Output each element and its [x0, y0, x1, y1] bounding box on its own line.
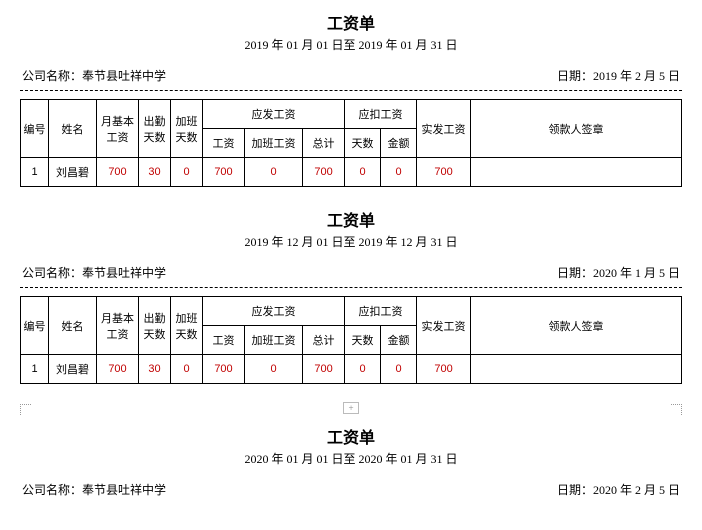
hdr-should-ot: 加班工资: [245, 129, 303, 158]
table-row: 1 刘昌碧 700 30 0 700 0 700 0 0 700: [21, 355, 682, 384]
slip-meta: 公司名称：奉节县吐祥中学 日期：2019 年 2 月 5 日: [20, 67, 682, 84]
date-line: 日期：2020 年 1 月 5 日: [557, 264, 680, 281]
hdr-attend: 出勤天数: [139, 297, 171, 355]
company-prefix: 公司名称：: [22, 483, 82, 497]
hdr-signature: 领款人签章: [471, 297, 682, 355]
date-line: 日期：2020 年 2 月 5 日: [557, 481, 680, 498]
cell-should-wage: 700: [203, 355, 245, 384]
slip-period: 2019 年 12 月 01 日至 2019 年 12 月 31 日: [20, 233, 682, 250]
cell-signature: [471, 355, 682, 384]
cell-attend: 30: [139, 355, 171, 384]
hdr-base: 月基本工资: [97, 297, 139, 355]
date-value: 2019 年 2 月 5 日: [593, 69, 680, 83]
hdr-should-group: 应发工资: [203, 100, 345, 129]
hdr-attend: 出勤天数: [139, 100, 171, 158]
hdr-signature: 领款人签章: [471, 100, 682, 158]
company-prefix: 公司名称：: [22, 266, 82, 280]
company-line: 公司名称：奉节县吐祥中学: [22, 67, 166, 84]
cell-should-ot: 0: [245, 158, 303, 187]
cell-should-wage: 700: [203, 158, 245, 187]
slip-title: 工资单: [20, 207, 682, 231]
cell-signature: [471, 158, 682, 187]
hdr-should-wage: 工资: [203, 326, 245, 355]
hdr-idx: 编号: [21, 297, 49, 355]
company-name: 奉节县吐祥中学: [82, 69, 166, 83]
company-prefix: 公司名称：: [22, 69, 82, 83]
date-prefix: 日期：: [557, 69, 593, 83]
slip-meta: 公司名称：奉节县吐祥中学 日期：2020 年 2 月 5 日: [20, 481, 682, 498]
cell-deduct-amount: 0: [381, 158, 417, 187]
hdr-base: 月基本工资: [97, 100, 139, 158]
company-line: 公司名称：奉节县吐祥中学: [22, 481, 166, 498]
cell-should-ot: 0: [245, 355, 303, 384]
crop-mark-right-icon: [671, 404, 682, 415]
date-line: 日期：2019 年 2 月 5 日: [557, 67, 680, 84]
salary-table: 编号 姓名 月基本工资 出勤天数 加班天数 应发工资 应扣工资 实发工资 领款人…: [20, 99, 682, 187]
company-line: 公司名称：奉节县吐祥中学: [22, 264, 166, 281]
hdr-deduct-days: 天数: [345, 129, 381, 158]
cell-attend: 30: [139, 158, 171, 187]
cell-deduct-amount: 0: [381, 355, 417, 384]
hdr-deduct-group: 应扣工资: [345, 297, 417, 326]
company-name: 奉节县吐祥中学: [82, 483, 166, 497]
hdr-name: 姓名: [49, 100, 97, 158]
slip-meta: 公司名称：奉节县吐祥中学 日期：2020 年 1 月 5 日: [20, 264, 682, 281]
cell-name: 刘昌碧: [49, 158, 97, 187]
cell-name: 刘昌碧: [49, 355, 97, 384]
cell-otdays: 0: [171, 355, 203, 384]
slip-title: 工资单: [20, 424, 682, 448]
hdr-name: 姓名: [49, 297, 97, 355]
date-prefix: 日期：: [557, 266, 593, 280]
slip-period: 2019 年 01 月 01 日至 2019 年 01 月 31 日: [20, 36, 682, 53]
hdr-deduct-amount: 金额: [381, 326, 417, 355]
hdr-otdays: 加班天数: [171, 100, 203, 158]
salary-slip: 工资单 2019 年 01 月 01 日至 2019 年 01 月 31 日 公…: [20, 10, 682, 187]
hdr-deduct-group: 应扣工资: [345, 100, 417, 129]
hdr-should-ot: 加班工资: [245, 326, 303, 355]
hdr-otdays: 加班天数: [171, 297, 203, 355]
dashed-separator: [20, 287, 682, 288]
hdr-should-wage: 工资: [203, 129, 245, 158]
company-name: 奉节县吐祥中学: [82, 266, 166, 280]
cell-deduct-days: 0: [345, 158, 381, 187]
table-row: 1 刘昌碧 700 30 0 700 0 700 0 0 700: [21, 158, 682, 187]
date-value: 2020 年 2 月 5 日: [593, 483, 680, 497]
hdr-should-group: 应发工资: [203, 297, 345, 326]
salary-slip: 工资单 2019 年 12 月 01 日至 2019 年 12 月 31 日 公…: [20, 207, 682, 384]
cell-should-total: 700: [303, 355, 345, 384]
cell-idx: 1: [21, 158, 49, 187]
hdr-deduct-days: 天数: [345, 326, 381, 355]
cell-base: 700: [97, 158, 139, 187]
cell-otdays: 0: [171, 158, 203, 187]
page-break-indicator: +: [20, 404, 682, 418]
salary-table: 编号 姓名 月基本工资 出勤天数 加班天数 应发工资 应扣工资 实发工资 领款人…: [20, 296, 682, 384]
date-prefix: 日期：: [557, 483, 593, 497]
insert-page-break-icon[interactable]: +: [343, 402, 359, 414]
cell-should-total: 700: [303, 158, 345, 187]
cell-net: 700: [417, 355, 471, 384]
hdr-idx: 编号: [21, 100, 49, 158]
salary-slip: 工资单 2020 年 01 月 01 日至 2020 年 01 月 31 日 公…: [20, 424, 682, 498]
slip-title: 工资单: [20, 10, 682, 34]
hdr-net: 实发工资: [417, 297, 471, 355]
date-value: 2020 年 1 月 5 日: [593, 266, 680, 280]
cell-deduct-days: 0: [345, 355, 381, 384]
cell-net: 700: [417, 158, 471, 187]
cell-base: 700: [97, 355, 139, 384]
crop-mark-left-icon: [20, 404, 31, 415]
hdr-should-total: 总计: [303, 326, 345, 355]
hdr-should-total: 总计: [303, 129, 345, 158]
hdr-deduct-amount: 金额: [381, 129, 417, 158]
cell-idx: 1: [21, 355, 49, 384]
slip-period: 2020 年 01 月 01 日至 2020 年 01 月 31 日: [20, 450, 682, 467]
dashed-separator: [20, 90, 682, 91]
hdr-net: 实发工资: [417, 100, 471, 158]
